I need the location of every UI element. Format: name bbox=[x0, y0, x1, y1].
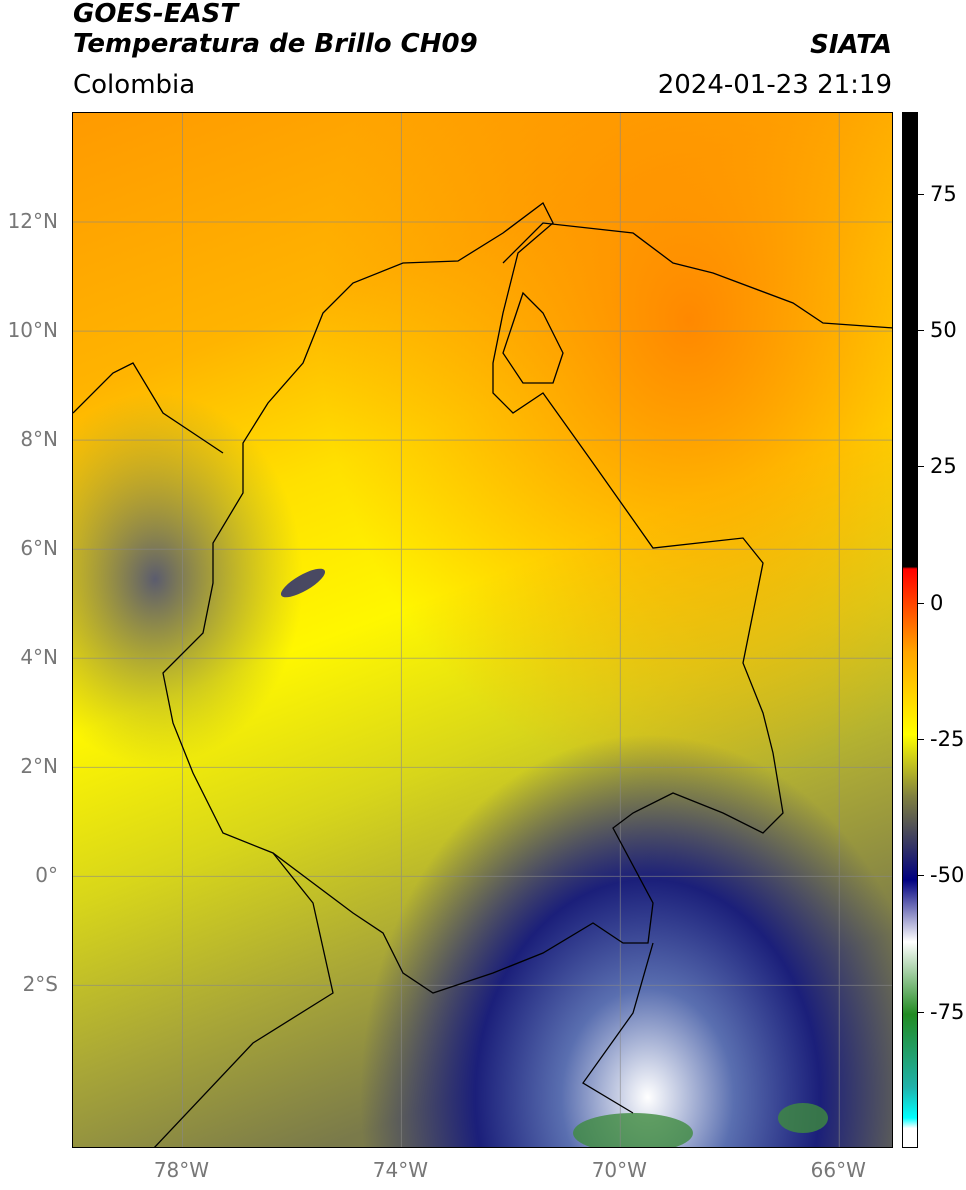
satellite-title: GOES-EAST bbox=[73, 0, 239, 29]
lake-maracaibo bbox=[502, 291, 564, 384]
lat-tick-label: 6°N bbox=[20, 536, 58, 561]
lon-tick-label: 70°W bbox=[591, 1158, 647, 1182]
organization-label: SIATA bbox=[810, 30, 892, 60]
datetime-label: 2024-01-23 21:19 bbox=[657, 70, 892, 100]
lat-tick-label: 0° bbox=[35, 863, 58, 888]
peru-brazil-border bbox=[582, 942, 654, 1114]
colorbar-tick bbox=[918, 875, 924, 877]
colorbar-tick-label: 0 bbox=[930, 590, 944, 615]
cloud-patch bbox=[280, 568, 326, 598]
colorbar-tick bbox=[918, 1011, 924, 1013]
product-title: Temperatura de Brillo CH09 bbox=[73, 29, 478, 59]
colorbar-tick bbox=[918, 602, 924, 604]
colorbar-tick bbox=[918, 466, 924, 468]
cloud-top-green bbox=[573, 1113, 693, 1147]
pacific-cloud-region bbox=[73, 113, 892, 1147]
panama-outline bbox=[73, 362, 224, 454]
colorbar-tick bbox=[918, 330, 924, 332]
lat-tick-label: 2°S bbox=[22, 972, 58, 997]
lon-tick-label: 78°W bbox=[153, 1158, 210, 1182]
map-canvas bbox=[73, 113, 892, 1147]
map-panel[interactable] bbox=[72, 112, 893, 1148]
lon-tick-label: 66°W bbox=[810, 1158, 866, 1182]
colorbar-tick-label: 75 bbox=[930, 181, 957, 206]
colorbar-tick-label: 25 bbox=[930, 454, 957, 479]
ecuador-peru-border bbox=[153, 852, 334, 1147]
colorbar-tick-label: 50 bbox=[930, 318, 957, 343]
colorbar-tick-label: -25 bbox=[930, 727, 965, 752]
colorbar-gradient bbox=[903, 113, 917, 1147]
country-borders bbox=[73, 202, 892, 1147]
lat-tick-label: 2°N bbox=[20, 754, 58, 779]
colorbar-tick bbox=[918, 739, 924, 741]
colorbar-tick bbox=[918, 193, 924, 195]
region-label: Colombia bbox=[73, 70, 196, 100]
gridlines bbox=[73, 113, 892, 1147]
colombia-outline bbox=[162, 202, 784, 994]
lat-tick-label: 10°N bbox=[7, 318, 58, 343]
colorbar bbox=[902, 112, 918, 1148]
cloud-top-green-2 bbox=[778, 1103, 828, 1133]
venezuela-coast bbox=[502, 222, 892, 329]
lat-tick-label: 4°N bbox=[20, 645, 58, 670]
lon-tick-label: 74°W bbox=[372, 1158, 429, 1182]
colorbar-tick-label: -50 bbox=[930, 863, 965, 888]
lat-tick-label: 8°N bbox=[20, 427, 58, 452]
colorbar-tick-label: -75 bbox=[930, 999, 965, 1024]
lat-tick-label: 12°N bbox=[7, 209, 58, 234]
